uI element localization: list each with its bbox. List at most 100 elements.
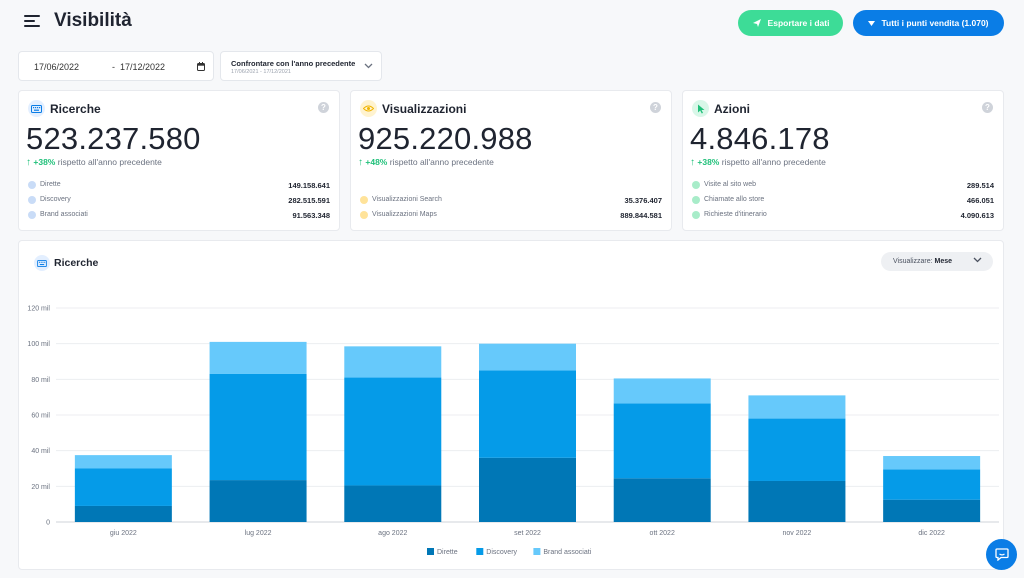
- x-tick-label: set 2022: [514, 530, 541, 537]
- card-title: Azioni: [714, 102, 750, 116]
- delta-text: rispetto all'anno precedente: [57, 157, 162, 167]
- chevron-down-icon: [364, 63, 373, 69]
- card-title: Ricerche: [50, 102, 101, 116]
- send-icon: [752, 19, 761, 27]
- bar-segment: [479, 343, 576, 371]
- x-tick-label: dic 2022: [918, 530, 945, 537]
- legend-swatch: [533, 548, 541, 555]
- view-select-label: Visualizzare: Mese: [893, 258, 953, 265]
- view-period-select[interactable]: Visualizzare: Mese: [881, 252, 993, 271]
- card-visualizzazioni: Visualizzazioni ? 925.220.988 ↑ +48% ris…: [350, 90, 672, 231]
- bar-segment: [209, 480, 307, 522]
- legend-label: Brand associati: [543, 549, 591, 556]
- bar-segment: [479, 457, 576, 522]
- stat-label: Discovery: [40, 196, 71, 203]
- stat-label: Chiamate allo store: [704, 196, 765, 203]
- compare-period-select[interactable]: Confrontare con l'anno precedente 17/06/…: [220, 51, 382, 81]
- all-stores-label: Tutti i punti vendita (1.070): [881, 18, 989, 28]
- page-title: Visibilità: [54, 10, 132, 31]
- map-pin-icon: [360, 211, 368, 219]
- help-icon[interactable]: ?: [982, 102, 993, 113]
- chevron-down-icon: [973, 257, 982, 263]
- bar-segment: [479, 370, 576, 458]
- stat-row: Visualizzazioni Maps 889.844.581: [360, 210, 662, 222]
- y-tick-label: 120 mil: [27, 306, 50, 313]
- bar-segment: [748, 418, 846, 481]
- card-delta: ↑ +38% rispetto all'anno precedente: [26, 157, 162, 168]
- legend-swatch: [427, 548, 434, 555]
- bar-segment: [74, 455, 172, 469]
- stat-row: Visite al sito web 289.514: [692, 180, 994, 192]
- compare-range: 17/06/2021 - 17/12/2021: [231, 69, 291, 75]
- stat-label: Richieste d'itinerario: [704, 211, 767, 218]
- phone-icon: [692, 196, 700, 204]
- date-separator: -: [112, 62, 115, 72]
- delta-percent: +38%: [33, 157, 56, 167]
- chat-support-button[interactable]: [986, 539, 1017, 570]
- eye-icon: [360, 100, 377, 117]
- legend-label: Dirette: [437, 549, 458, 556]
- stat-value: 35.376.407: [624, 196, 662, 205]
- bar-segment: [344, 377, 442, 486]
- arrow-up-icon: ↑: [690, 157, 695, 168]
- help-icon[interactable]: ?: [318, 102, 329, 113]
- stat-value: 889.844.581: [620, 211, 662, 220]
- bar-segment: [748, 480, 846, 522]
- cursor-icon: [692, 100, 709, 117]
- bar-segment: [74, 468, 172, 506]
- bar-segment: [613, 378, 711, 404]
- stat-row: Brand associati 91.563.348: [28, 210, 330, 222]
- y-tick-label: 100 mil: [27, 341, 50, 348]
- bar-segment: [613, 403, 711, 479]
- delta-text: rispetto all'anno precedente: [721, 157, 826, 167]
- y-tick-label: 20 mil: [31, 484, 50, 491]
- stat-row: Dirette 149.158.641: [28, 180, 330, 192]
- date-start[interactable]: 17/06/2022: [34, 62, 80, 72]
- bar-segment: [74, 505, 172, 522]
- date-end[interactable]: 17/12/2022: [120, 62, 166, 72]
- stat-row: Visualizzazioni Search 35.376.407: [360, 195, 662, 207]
- stat-label: Dirette: [40, 181, 61, 188]
- card-azioni: Azioni ? 4.846.178 ↑ +38% rispetto all'a…: [682, 90, 1004, 231]
- x-tick-label: lug 2022: [245, 530, 272, 537]
- card-ricerche: Ricerche ? 523.237.580 ↑ +38% rispetto a…: [18, 90, 340, 231]
- keyboard-icon: [34, 255, 50, 271]
- card-delta: ↑ +48% rispetto all'anno precedente: [358, 157, 494, 168]
- shield-icon: [28, 211, 36, 219]
- x-tick-label: giu 2022: [110, 530, 137, 537]
- card-delta: ↑ +38% rispetto all'anno precedente: [690, 157, 826, 168]
- arrow-up-icon: ↑: [26, 157, 31, 168]
- stat-label: Visualizzazioni Search: [372, 196, 442, 203]
- bar-segment: [344, 485, 442, 522]
- card-total: 523.237.580: [26, 121, 201, 156]
- bar-segment: [883, 456, 981, 470]
- y-tick-label: 80 mil: [31, 377, 50, 384]
- export-data-button[interactable]: Esportare i dati: [738, 10, 843, 36]
- searches-chart-panel: 0 20 mil 40 mil 60 mil 80 mil 100 mil 120 mil g…: [18, 240, 1004, 570]
- y-tick-label: 0: [46, 520, 50, 527]
- person-walking-icon: [28, 196, 36, 204]
- stat-value: 466.051: [966, 196, 994, 205]
- delta-percent: +48%: [365, 157, 388, 167]
- top-bar: Visibilità Esportare i dati Tutti i punt…: [0, 0, 1024, 44]
- x-tick-label: ago 2022: [378, 530, 407, 537]
- calendar-icon[interactable]: [197, 62, 205, 71]
- compare-title: Confrontare con l'anno precedente: [231, 59, 356, 68]
- menu-icon[interactable]: [24, 15, 40, 28]
- stat-value: 282.515.591: [288, 196, 330, 205]
- arrow-up-icon: ↑: [358, 157, 363, 168]
- bar-segment: [748, 395, 846, 419]
- all-stores-button[interactable]: Tutti i punti vendita (1.070): [853, 10, 1004, 36]
- search-icon: [360, 196, 368, 204]
- bar-segment: [883, 469, 981, 500]
- export-data-label: Esportare i dati: [767, 18, 830, 28]
- stat-value: 289.514: [966, 181, 994, 190]
- help-icon[interactable]: ?: [650, 102, 661, 113]
- directions-icon: [692, 211, 700, 219]
- caret-down-icon: [868, 20, 876, 26]
- date-range-picker[interactable]: 17/06/2022 - 17/12/2022: [18, 51, 214, 81]
- bar-segment: [883, 499, 981, 522]
- card-total: 925.220.988: [358, 121, 533, 156]
- y-tick-label: 40 mil: [31, 448, 50, 455]
- stacked-bar-chart: 0 20 mil 40 mil 60 mil 80 mil 100 mil 120 mil g…: [27, 306, 999, 556]
